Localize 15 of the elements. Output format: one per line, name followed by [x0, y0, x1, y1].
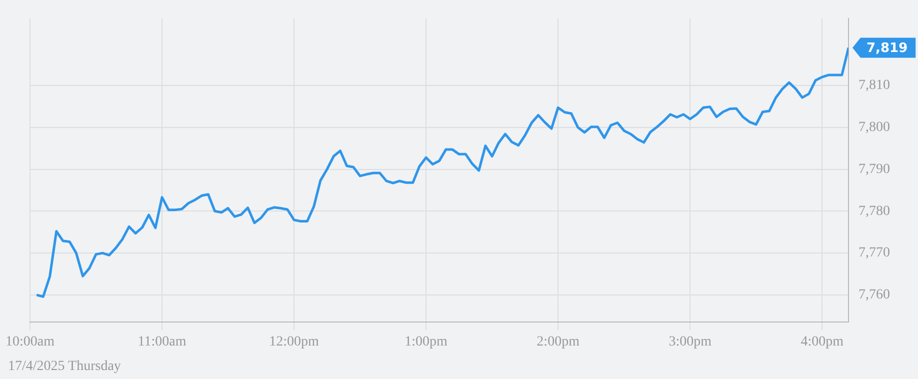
x-tick-label: 3:00pm [668, 334, 712, 350]
y-tick-label: 7,790 [858, 162, 890, 177]
x-tick-label: 4:00pm [800, 334, 844, 350]
y-tick-label: 7,770 [858, 246, 890, 261]
x-tick-label: 2:00pm [536, 334, 580, 350]
y-tick-label: 7,760 [858, 288, 890, 303]
x-tick-label: 10:00am [6, 334, 55, 350]
annotation: 7,819 [866, 41, 908, 56]
x-tick-label: 11:00am [138, 334, 186, 350]
y-tick-label: 7,800 [858, 120, 890, 136]
text: 17/4/2025 Thursday [8, 359, 121, 374]
x-tick-label: 12:00pm [269, 334, 320, 350]
y-tick-label: 7,810 [858, 78, 890, 94]
y-tick-label: 7,780 [858, 204, 890, 219]
x-tick-label: 1:00pm [404, 334, 448, 350]
